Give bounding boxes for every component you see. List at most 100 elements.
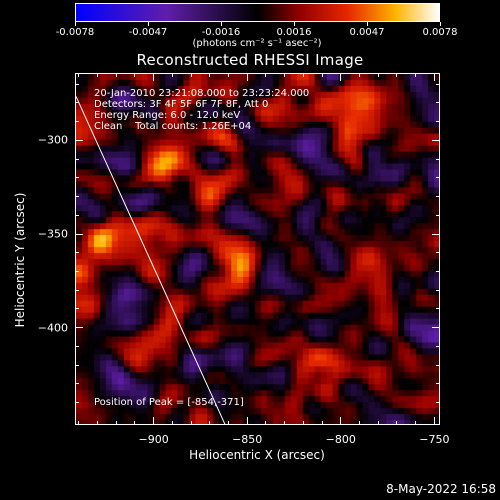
detectors-text: Detectors: 3F 4F 5F 6F 7F 8F, Att 0 <box>94 99 269 110</box>
x-tick-top <box>340 73 342 81</box>
y-tick-right <box>432 233 440 235</box>
x-minor-tick <box>209 421 211 425</box>
x-minor-tick-top <box>396 73 398 77</box>
colorbar-tick-label: -0.0078 <box>55 27 95 38</box>
x-tick <box>246 417 248 425</box>
solar-limb-line <box>76 96 226 424</box>
y-minor-tick <box>75 270 79 272</box>
x-tick-top <box>433 73 435 81</box>
y-minor-tick <box>75 102 79 104</box>
x-minor-tick-top <box>284 73 286 77</box>
x-minor-tick <box>396 421 398 425</box>
x-minor-tick-top <box>377 73 379 77</box>
x-tick-top <box>246 73 248 81</box>
x-tick-label: −800 <box>325 433 356 446</box>
x-minor-tick <box>265 421 267 425</box>
y-minor-tick <box>75 252 79 254</box>
y-minor-tick-right <box>436 402 440 404</box>
y-minor-tick-right <box>436 383 440 385</box>
y-minor-tick <box>75 383 79 385</box>
heatmap-plot <box>75 73 440 425</box>
x-minor-tick <box>227 421 229 425</box>
x-minor-tick <box>134 421 136 425</box>
y-minor-tick <box>75 177 79 179</box>
y-minor-tick-right <box>436 83 440 85</box>
x-tick <box>153 417 155 425</box>
x-tick-top <box>153 73 155 81</box>
x-minor-tick <box>321 421 323 425</box>
x-tick <box>340 417 342 425</box>
y-tick <box>75 327 83 329</box>
y-minor-tick-right <box>436 214 440 216</box>
y-minor-tick <box>75 158 79 160</box>
x-minor-tick <box>190 421 192 425</box>
time-range-text: 20-Jan-2010 23:21:08.000 to 23:23:24.000 <box>94 88 310 99</box>
colorbar-tick-label: -0.0016 <box>201 27 241 38</box>
plot-date: 8-May-2022 16:58 <box>386 482 496 496</box>
y-tick-right <box>432 327 440 329</box>
y-axis-title: Heliocentric Y (arcsec) <box>13 192 27 328</box>
x-minor-tick <box>78 421 80 425</box>
colorbar-tick-label: 0.0016 <box>276 27 312 38</box>
y-minor-tick-right <box>436 177 440 179</box>
colorbar-tick <box>366 22 368 26</box>
y-minor-tick <box>75 364 79 366</box>
energy-range-text: Energy Range: 6.0 - 12.0 keV <box>94 110 241 121</box>
colorbar-tick-label: 0.0078 <box>422 27 458 38</box>
y-minor-tick-right <box>436 270 440 272</box>
y-minor-tick-right <box>436 196 440 198</box>
colorbar-tick <box>147 22 149 26</box>
colorbar-tick <box>220 22 222 26</box>
x-axis-title: Heliocentric X (arcsec) <box>189 448 325 462</box>
y-minor-tick <box>75 83 79 85</box>
x-minor-tick-top <box>96 73 98 77</box>
x-minor-tick-top <box>227 73 229 77</box>
y-minor-tick <box>75 121 79 123</box>
x-minor-tick-top <box>265 73 267 77</box>
x-minor-tick <box>415 421 417 425</box>
y-tick-label: −300 <box>37 133 68 147</box>
y-minor-tick <box>75 345 79 347</box>
x-minor-tick-top <box>321 73 323 77</box>
y-minor-tick-right <box>436 158 440 160</box>
x-minor-tick-top <box>115 73 117 77</box>
x-minor-tick-top <box>134 73 136 77</box>
x-minor-tick <box>302 421 304 425</box>
y-minor-tick <box>75 289 79 291</box>
y-minor-tick-right <box>436 308 440 310</box>
x-minor-tick <box>284 421 286 425</box>
y-minor-tick <box>75 402 79 404</box>
colorbar-units: (photons cm⁻² s⁻¹ asec⁻²) <box>192 38 322 49</box>
colorbar-tick-label: -0.0047 <box>128 27 168 38</box>
y-minor-tick-right <box>436 121 440 123</box>
x-tick-label: −900 <box>138 433 169 446</box>
clean-counts-text: Clean Total counts: 1.26E+04 <box>94 121 252 132</box>
colorbar-tick <box>439 22 441 26</box>
overlay-layer <box>76 96 226 424</box>
y-tick-right <box>432 139 440 141</box>
y-minor-tick-right <box>436 252 440 254</box>
colorbar-tick <box>293 22 295 26</box>
x-minor-tick <box>377 421 379 425</box>
y-tick-label: −400 <box>37 321 68 335</box>
y-minor-tick-right <box>436 364 440 366</box>
x-minor-tick <box>171 421 173 425</box>
x-minor-tick-top <box>359 73 360 77</box>
x-tick <box>433 417 435 425</box>
x-minor-tick-top <box>302 73 304 77</box>
x-minor-tick <box>359 421 360 425</box>
plot-title: Reconstructed RHESSI Image <box>136 51 364 69</box>
x-minor-tick <box>96 421 98 425</box>
x-tick-label: −750 <box>419 433 450 446</box>
x-minor-tick <box>115 421 117 425</box>
peak-position-text: Position of Peak = [-854,-371] <box>94 397 244 408</box>
x-minor-tick-top <box>78 73 80 77</box>
colorbar <box>75 3 440 22</box>
x-tick-label: −850 <box>232 433 263 446</box>
y-tick-label: −350 <box>37 227 68 241</box>
heatmap-image <box>76 74 439 424</box>
y-minor-tick <box>75 308 79 310</box>
y-minor-tick <box>75 196 79 198</box>
y-minor-tick <box>75 214 79 216</box>
y-minor-tick-right <box>436 102 440 104</box>
